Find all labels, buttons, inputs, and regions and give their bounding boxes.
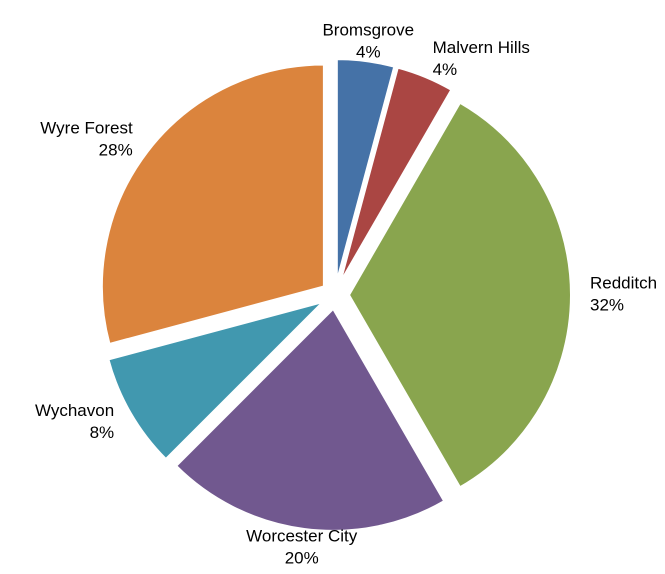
slice-label: Worcester City: [246, 526, 358, 545]
slice-label: Redditch: [590, 273, 657, 292]
slice-value-label: 20%: [285, 548, 319, 567]
slice-label: Bromsgrove: [322, 21, 414, 40]
slice-value-label: 28%: [99, 140, 133, 159]
slice-label: Wychavon: [35, 401, 114, 420]
slice-label: Wyre Forest: [40, 118, 133, 137]
pie-slice: [347, 101, 573, 489]
slice-label: Malvern Hills: [433, 38, 530, 57]
pie-slice: [100, 63, 325, 346]
slice-value-label: 4%: [356, 43, 381, 62]
pie-slice: [174, 307, 446, 532]
pie-slice: [339, 66, 453, 283]
slice-value-label: 4%: [433, 60, 458, 79]
slice-value-label: 32%: [590, 295, 624, 314]
slice-value-label: 8%: [90, 423, 115, 442]
pie-slice: [107, 300, 327, 461]
pie-slice: [335, 58, 396, 282]
